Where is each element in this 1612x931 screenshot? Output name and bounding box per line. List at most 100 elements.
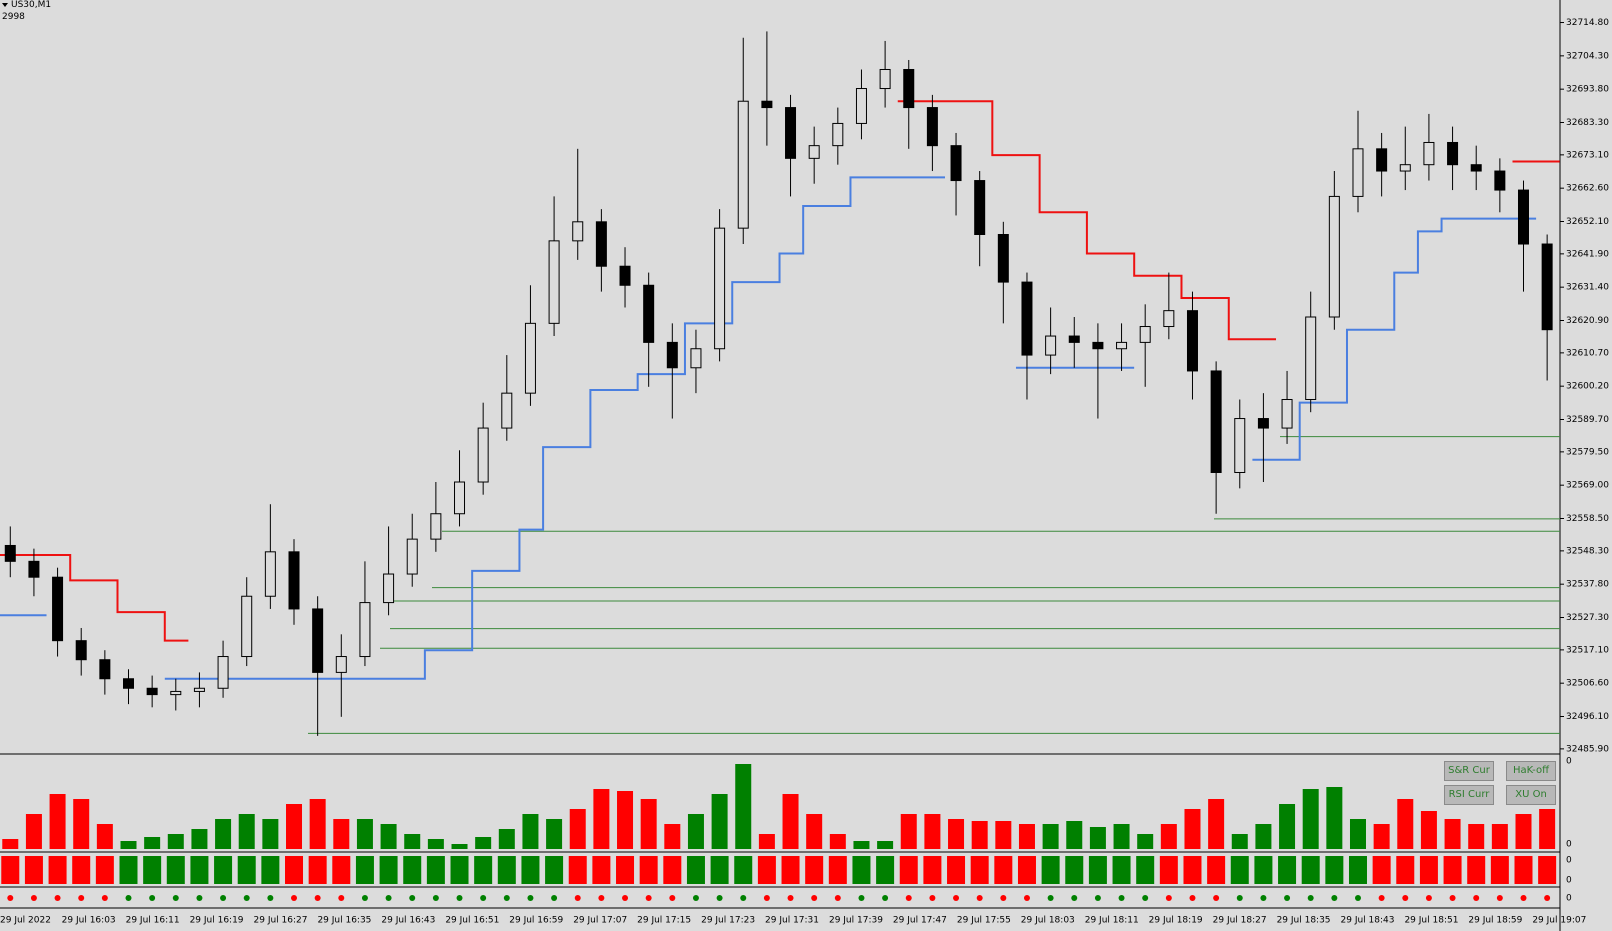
candle-body: [477, 427, 489, 483]
trend-stripe: [285, 856, 304, 884]
trend-stripe: [616, 856, 635, 884]
trend-dot: [456, 895, 463, 901]
trend-dot: [953, 895, 960, 901]
candle-body: [264, 551, 276, 597]
trend-stripe: [852, 856, 871, 884]
x-tick-label: 29 Jul 18:27: [1213, 916, 1267, 926]
trend-stripe: [994, 856, 1013, 884]
candle-body: [1068, 335, 1080, 343]
trend-dot: [1236, 895, 1243, 901]
candle-body: [193, 687, 205, 692]
osc-bar: [687, 814, 704, 849]
osc-bar: [49, 794, 66, 849]
button[interactable]: RSI Curr: [1444, 785, 1494, 805]
osc-bar: [333, 819, 350, 849]
osc-bar: [853, 841, 870, 849]
x-tick-label: 29 Jul 16:27: [254, 916, 308, 926]
osc-bar: [144, 837, 161, 849]
x-tick-label: 29 Jul 16:19: [190, 916, 244, 926]
trend-stripe: [1278, 856, 1297, 884]
y-tick-label: 32673.10: [1566, 150, 1609, 160]
trend-stripe: [95, 856, 114, 884]
osc-bar: [593, 789, 610, 849]
trend-stripe: [1136, 856, 1155, 884]
trend-stripe: [1, 856, 20, 884]
trend-dot: [1118, 895, 1125, 901]
trend-dot: [314, 895, 321, 901]
trend-dot: [101, 895, 108, 901]
osc-bar: [1208, 799, 1225, 849]
osc-bar: [1491, 824, 1508, 849]
candle-body: [974, 180, 986, 235]
candle-body: [619, 265, 631, 286]
trend-dot: [976, 895, 983, 901]
osc-bar: [286, 804, 303, 849]
x-tick-label: 29 Jul 16:03: [62, 916, 116, 926]
counter: 2998: [2, 12, 25, 22]
trend-stripe: [1112, 856, 1131, 884]
trend-dot: [1331, 895, 1338, 901]
candle-body: [761, 100, 773, 109]
candle-body: [1021, 281, 1033, 356]
trend-stripe: [48, 856, 67, 884]
button[interactable]: S&R Cur: [1444, 761, 1494, 781]
trend-stripe: [1088, 856, 1107, 884]
candle-body: [288, 551, 300, 610]
trend-dot: [929, 895, 936, 901]
trend-dot: [692, 895, 699, 901]
trend-stripe: [1159, 856, 1178, 884]
panel-label: 0: [1566, 840, 1572, 850]
trend-dot: [1402, 895, 1409, 901]
candle-body: [785, 107, 797, 159]
trend-stripe: [190, 856, 209, 884]
candle-body: [832, 122, 844, 147]
y-tick-label: 32496.10: [1566, 712, 1609, 722]
trend-stripe: [119, 856, 138, 884]
osc-bar: [96, 824, 113, 849]
trend-stripe: [1065, 856, 1084, 884]
candle-body: [335, 656, 347, 673]
trend-dot: [503, 895, 510, 901]
y-tick-label: 32589.70: [1566, 415, 1609, 425]
button[interactable]: HaK-off: [1506, 761, 1556, 781]
trend-stripe: [1301, 856, 1320, 884]
trend-stripe: [1443, 856, 1462, 884]
x-tick-label: 29 Jul 17:23: [701, 916, 755, 926]
step-line: [0, 553, 189, 642]
trend-dot: [811, 895, 818, 901]
osc-bar: [995, 821, 1012, 849]
osc-bar: [1042, 824, 1059, 849]
osc-bar: [617, 791, 634, 849]
x-tick-label: 29 Jul 18:19: [1149, 916, 1203, 926]
trend-dot: [1354, 895, 1361, 901]
osc-bar: [451, 844, 468, 849]
candle-body: [903, 68, 915, 109]
x-tick-label: 29 Jul 18:03: [1021, 916, 1075, 926]
candle-body: [1116, 341, 1128, 350]
osc-bar: [1468, 824, 1485, 849]
osc-bar: [640, 799, 657, 849]
candle-body: [572, 221, 584, 242]
trend-stripe: [143, 856, 162, 884]
trend-dot: [598, 895, 605, 901]
x-tick-label: 29 Jul 17:39: [829, 916, 883, 926]
trend-dot: [551, 895, 558, 901]
trend-stripe: [72, 856, 91, 884]
osc-bar: [924, 814, 941, 849]
trend-dot: [1142, 895, 1149, 901]
button[interactable]: XU On: [1506, 785, 1556, 805]
y-tick-label: 32569.00: [1566, 481, 1609, 491]
candle-body: [1234, 418, 1246, 473]
trend-stripe: [710, 856, 729, 884]
osc-bar: [569, 809, 586, 849]
trend-dot: [267, 895, 274, 901]
trend-stripe: [1230, 856, 1249, 884]
candle-body: [4, 544, 16, 562]
osc-bar: [475, 837, 492, 849]
osc-bar: [380, 824, 397, 849]
step-line: [1252, 217, 1537, 461]
osc-bar: [167, 834, 184, 849]
candle-body: [241, 595, 253, 658]
